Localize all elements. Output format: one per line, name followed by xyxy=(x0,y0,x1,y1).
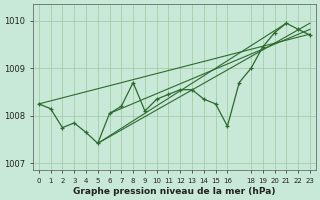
X-axis label: Graphe pression niveau de la mer (hPa): Graphe pression niveau de la mer (hPa) xyxy=(73,187,276,196)
